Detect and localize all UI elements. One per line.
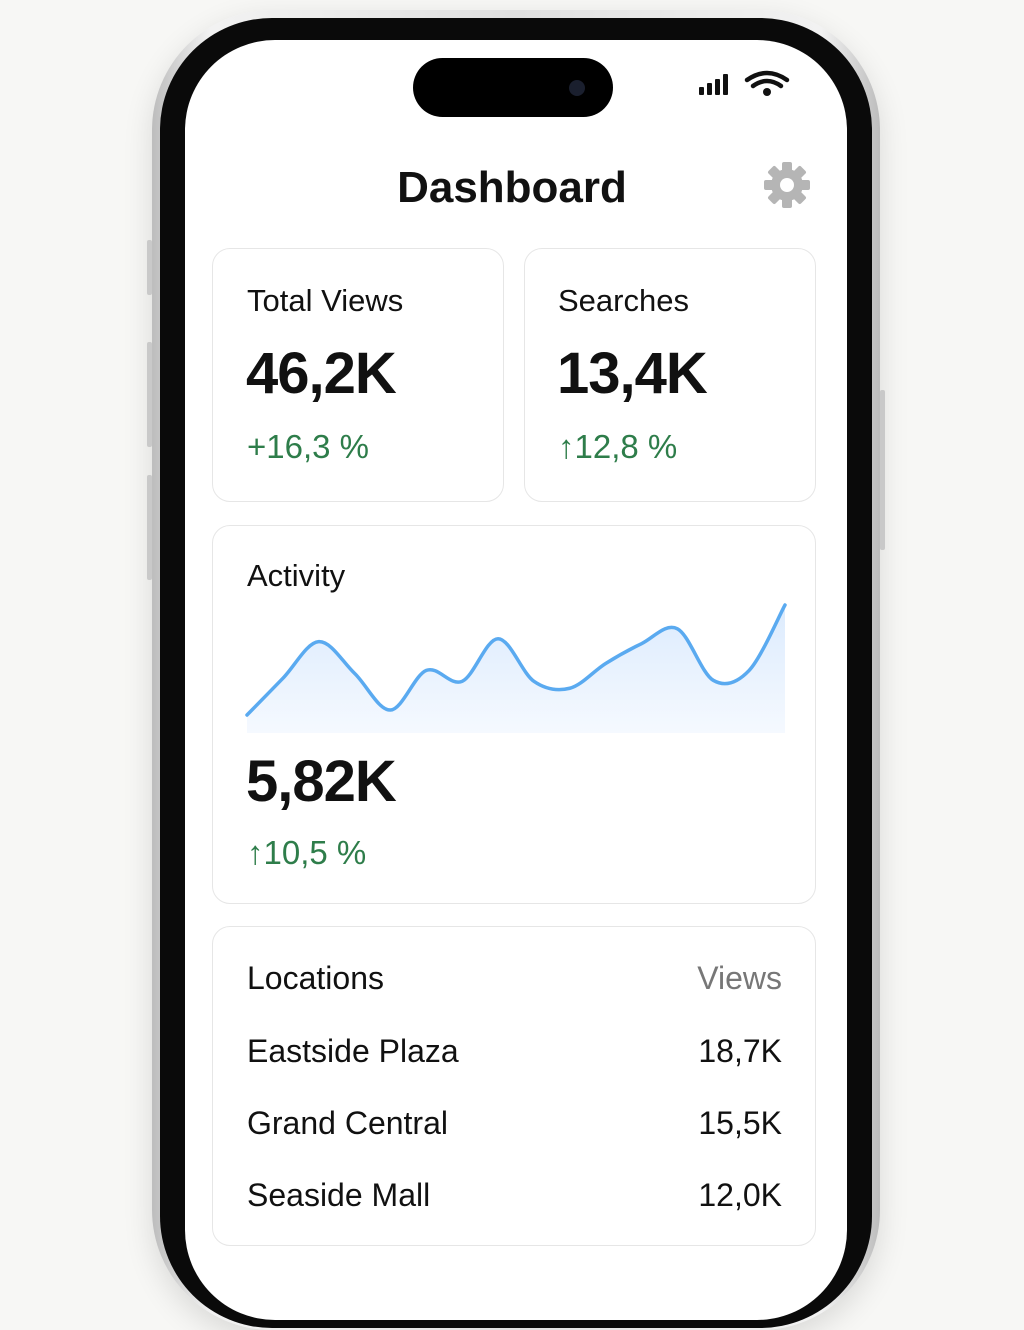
locations-card: [212, 926, 816, 1246]
dynamic-island: [413, 58, 613, 117]
activity-label: Activity: [247, 558, 346, 593]
location-views: 12,0K: [698, 1177, 782, 1213]
sparkline-line: [245, 603, 787, 717]
card-label: Searches: [558, 283, 689, 318]
card-label: Total Views: [247, 283, 404, 318]
title: Dashboard: [397, 163, 627, 212]
stat-card: [524, 248, 816, 502]
location-name: Seaside Mall: [247, 1177, 431, 1213]
activity-value: 5,82K: [246, 749, 397, 814]
location-name: Grand Central: [247, 1105, 448, 1141]
side-button: [147, 475, 152, 580]
location-views: 15,5K: [698, 1105, 782, 1141]
card-value: 46,2K: [246, 341, 397, 406]
location-name: Eastside Plaza: [247, 1033, 459, 1069]
side-button: [880, 390, 885, 550]
sparkline-area: [247, 605, 785, 733]
side-button: [147, 240, 152, 295]
page: Dashboard Total Views 46,2K +16,3 % Sear…: [147, 10, 885, 1330]
card-change: ↑12,8 %: [558, 428, 678, 465]
activity-change: ↑10,5 %: [247, 834, 367, 871]
settings-icon[interactable]: [764, 162, 810, 208]
stat-card: [212, 248, 504, 502]
location-views: 18,7K: [698, 1033, 782, 1069]
table-header: Locations: [247, 960, 384, 996]
side-button: [147, 342, 152, 447]
sparkline: [245, 603, 787, 733]
card-change: +16,3 %: [247, 428, 370, 465]
table-header: Views: [697, 960, 782, 996]
status-icons: [699, 70, 790, 96]
card-value: 13,4K: [557, 341, 708, 406]
